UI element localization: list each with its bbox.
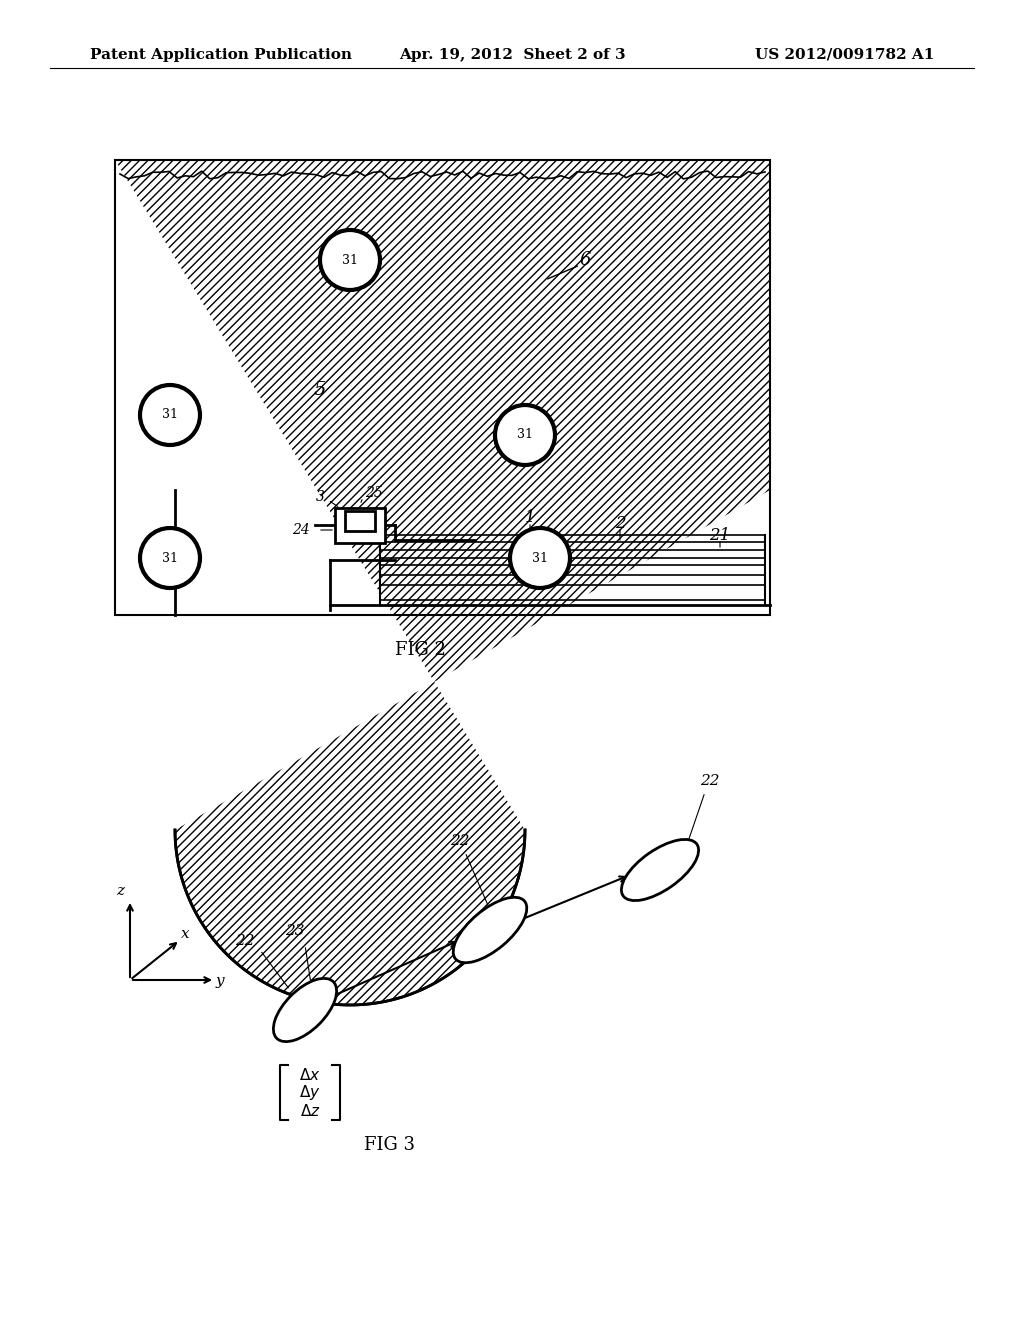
- Text: 21: 21: [710, 527, 731, 544]
- Ellipse shape: [454, 898, 526, 962]
- Text: 5: 5: [313, 381, 327, 399]
- Bar: [345, 511, 375, 531]
- Text: $\Delta z$: $\Delta z$: [300, 1104, 321, 1119]
- Text: 22: 22: [451, 834, 470, 847]
- Text: FIG 3: FIG 3: [365, 1137, 416, 1154]
- Ellipse shape: [273, 978, 337, 1041]
- Text: 22: 22: [700, 774, 720, 788]
- Text: 2: 2: [614, 515, 626, 532]
- Text: 22: 22: [236, 935, 255, 948]
- Text: 25: 25: [365, 486, 383, 500]
- Text: 31: 31: [162, 408, 178, 421]
- Text: 1: 1: [524, 510, 536, 527]
- Text: $\Delta y$: $\Delta y$: [299, 1084, 321, 1102]
- Text: 31: 31: [162, 552, 178, 565]
- Text: $\Delta x$: $\Delta x$: [299, 1067, 321, 1082]
- Circle shape: [140, 385, 200, 445]
- Text: 24: 24: [292, 523, 310, 537]
- Text: Apr. 19, 2012  Sheet 2 of 3: Apr. 19, 2012 Sheet 2 of 3: [398, 48, 626, 62]
- Text: 23: 23: [286, 924, 305, 939]
- Text: FIG 2: FIG 2: [394, 642, 445, 659]
- Text: 6: 6: [580, 251, 591, 269]
- Text: Patent Application Publication: Patent Application Publication: [90, 48, 352, 62]
- Circle shape: [319, 230, 380, 290]
- Bar: [335, 508, 385, 543]
- Text: 3: 3: [316, 490, 325, 504]
- Text: US 2012/0091782 A1: US 2012/0091782 A1: [755, 48, 934, 62]
- Circle shape: [495, 405, 555, 465]
- Text: 31: 31: [517, 429, 534, 441]
- Ellipse shape: [622, 840, 698, 900]
- Text: x: x: [180, 927, 189, 941]
- Circle shape: [510, 528, 570, 587]
- Text: z: z: [116, 884, 124, 898]
- Circle shape: [140, 528, 200, 587]
- Text: 31: 31: [532, 552, 548, 565]
- Text: 31: 31: [342, 253, 358, 267]
- Bar: [115, 160, 770, 615]
- Text: y: y: [216, 974, 224, 987]
